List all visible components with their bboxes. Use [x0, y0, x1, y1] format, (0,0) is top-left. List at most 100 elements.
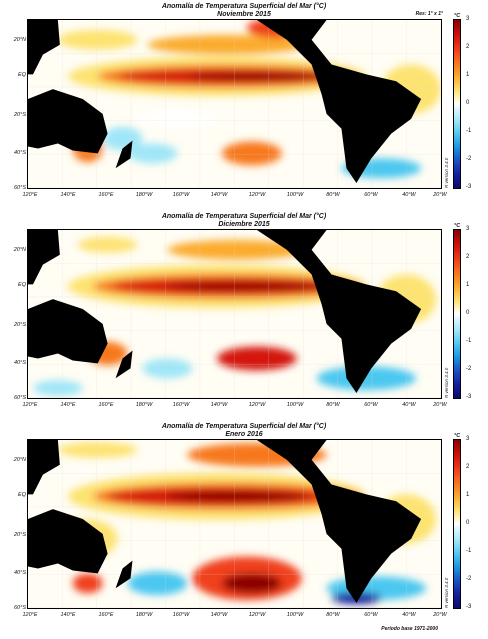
- lon-label: 180°W: [135, 402, 153, 408]
- colorbar-tick: -1: [466, 548, 472, 554]
- colorbar: [453, 229, 461, 399]
- lat-label: 40°S: [14, 150, 26, 156]
- colorbar-tick: 3: [466, 436, 470, 442]
- lon-label: 80°W: [326, 192, 340, 198]
- colorbar-unit: °C: [454, 433, 461, 439]
- lat-label: 60°S: [14, 605, 26, 611]
- land-mass: [28, 20, 422, 184]
- colorbar-tick: 3: [466, 226, 470, 232]
- colorbar-tick: -1: [466, 338, 472, 344]
- lat-label: 20°N: [13, 457, 26, 463]
- map-canvas: [28, 20, 441, 188]
- resolution-label: Res: 1° x 1°: [415, 11, 443, 17]
- lon-label: 120°E: [22, 612, 38, 618]
- lon-label: 60°W: [364, 612, 378, 618]
- lon-label: 100°W: [286, 192, 304, 198]
- lon-label: 160°E: [98, 612, 114, 618]
- anomaly-map: [27, 19, 442, 189]
- lon-label: 100°W: [286, 402, 304, 408]
- version-label: R version 3.4.0: [444, 577, 449, 608]
- lon-label: 40°W: [402, 612, 416, 618]
- lat-label: 40°S: [14, 360, 26, 366]
- map-subtitle: Noviembre 2015: [217, 11, 271, 18]
- lon-label: 120°E: [22, 192, 38, 198]
- map-subtitle: Enero 2016: [225, 431, 263, 438]
- lon-label: 140°E: [60, 612, 76, 618]
- colorbar-tick: -2: [466, 576, 472, 582]
- colorbar-tick: -3: [466, 604, 472, 610]
- colorbar-unit: °C: [454, 223, 461, 229]
- lat-label: 20°S: [14, 322, 26, 328]
- land-mass: [28, 230, 422, 394]
- colorbar-tick: -1: [466, 128, 472, 134]
- lon-label: 80°W: [326, 402, 340, 408]
- lat-label: 20°N: [13, 247, 26, 253]
- lon-label: 160°E: [98, 192, 114, 198]
- lat-label: 40°S: [14, 570, 26, 576]
- lon-label: 140°E: [60, 402, 76, 408]
- map-canvas: [28, 230, 441, 398]
- lon-label: 120°W: [248, 612, 266, 618]
- sst-map-panel-dec-2015: Anomalía de Temperatura Superficial del …: [0, 210, 488, 419]
- map-title: Anomalía de Temperatura Superficial del …: [161, 423, 327, 430]
- map-title: Anomalía de Temperatura Superficial del …: [161, 213, 327, 220]
- colorbar: [453, 439, 461, 609]
- lon-label: 100°W: [286, 612, 304, 618]
- version-label: R version 3.4.0: [444, 367, 449, 398]
- lon-label: 60°W: [364, 192, 378, 198]
- colorbar-tick: 0: [466, 100, 470, 106]
- lon-label: 40°W: [402, 402, 416, 408]
- colorbar-tick: 1: [466, 72, 470, 78]
- lon-label: 120°W: [248, 402, 266, 408]
- colorbar-tick: -3: [466, 184, 472, 190]
- colorbar-tick: 2: [466, 44, 470, 50]
- version-label: R version 3.4.0: [444, 157, 449, 188]
- lon-label: 180°W: [135, 192, 153, 198]
- lon-label: 20°W: [433, 402, 447, 408]
- lat-label: 20°S: [14, 112, 26, 118]
- anomaly-map: [27, 229, 442, 399]
- lon-label: 80°W: [326, 612, 340, 618]
- sst-map-panel-nov-2015: Anomalía de Temperatura Superficial del …: [0, 0, 488, 209]
- colorbar-tick: -2: [466, 366, 472, 372]
- sst-map-panel-jan-2016: Anomalía de Temperatura Superficial del …: [0, 420, 488, 629]
- colorbar: [453, 19, 461, 189]
- lat-label: 20°S: [14, 532, 26, 538]
- colorbar-tick: 2: [466, 254, 470, 260]
- lon-label: 140°W: [210, 402, 228, 408]
- lon-label: 180°W: [135, 612, 153, 618]
- map-canvas: [28, 440, 441, 608]
- colorbar-tick: 1: [466, 492, 470, 498]
- colorbar-unit: °C: [454, 13, 461, 19]
- lon-label: 160°E: [98, 402, 114, 408]
- lon-label: 140°W: [210, 612, 228, 618]
- colorbar-tick: 2: [466, 464, 470, 470]
- lat-label: 60°S: [14, 185, 26, 191]
- lon-label: 60°W: [364, 402, 378, 408]
- colorbar-tick: -2: [466, 156, 472, 162]
- lon-label: 160°W: [172, 402, 190, 408]
- lon-label: 40°W: [402, 192, 416, 198]
- map-title: Anomalía de Temperatura Superficial del …: [161, 3, 327, 10]
- lat-label: EQ: [18, 492, 26, 498]
- lon-label: 120°E: [22, 402, 38, 408]
- anomaly-map: [27, 439, 442, 609]
- colorbar-tick: 0: [466, 310, 470, 316]
- base-period-note: Periodo base 1971-2000: [381, 626, 438, 632]
- colorbar-tick: -3: [466, 394, 472, 400]
- lon-label: 20°W: [433, 612, 447, 618]
- lat-label: 60°S: [14, 395, 26, 401]
- lon-label: 160°W: [172, 192, 190, 198]
- land-mass: [28, 440, 422, 604]
- lon-label: 140°W: [210, 192, 228, 198]
- colorbar-tick: 0: [466, 520, 470, 526]
- lat-label: 20°N: [13, 37, 26, 43]
- lat-label: EQ: [18, 282, 26, 288]
- map-subtitle: Diciembre 2015: [218, 221, 270, 228]
- lon-label: 20°W: [433, 192, 447, 198]
- lon-label: 160°W: [172, 612, 190, 618]
- lon-label: 120°W: [248, 192, 266, 198]
- colorbar-tick: 1: [466, 282, 470, 288]
- lon-label: 140°E: [60, 192, 76, 198]
- lat-label: EQ: [18, 72, 26, 78]
